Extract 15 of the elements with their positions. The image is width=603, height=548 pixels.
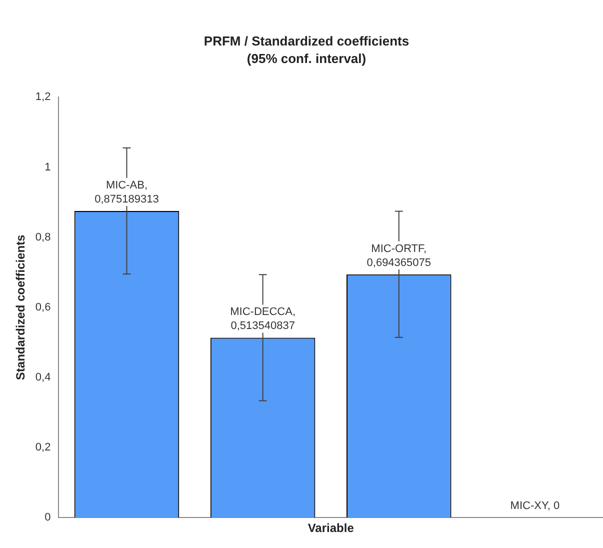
data-label: MIC-AB, 0,875189313 [94,180,159,206]
y-tick-label: 0,6 [35,301,51,314]
y-tick-label: 0,8 [35,231,51,244]
y-tick-label: 0,4 [35,372,51,384]
chart-subtitle: (95% conf. interval) [246,50,366,66]
y-tick-label: 0 [44,512,51,524]
chart-title: PRFM / Standardized coefficients [204,33,410,48]
y-tick-label: 1,2 [35,91,51,104]
data-label: MIC-DECCA, 0,513540837 [230,306,296,332]
y-tick-label: 0,2 [35,442,51,454]
y-axis-title: Standardized coefficients [14,234,28,380]
data-label: MIC-ORTF, 0,694365075 [366,242,431,269]
x-axis-title: Variable [308,521,354,536]
y-tick-label: 1 [44,161,51,174]
data-label: MIC-XY, 0 [510,500,560,512]
